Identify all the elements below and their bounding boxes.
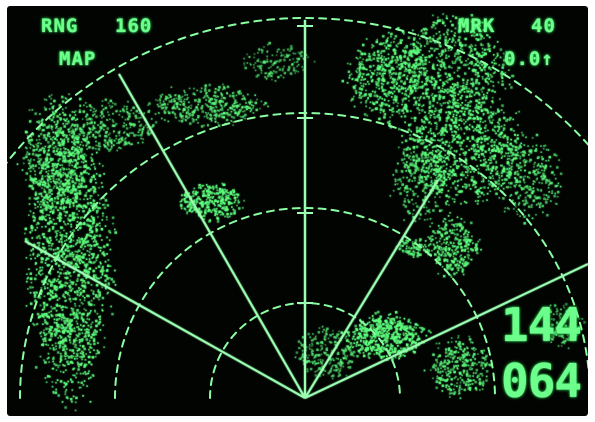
range-label: RNG xyxy=(41,15,79,37)
tilt-readout: 0.0↑ xyxy=(504,48,554,70)
weather-returns xyxy=(16,13,586,412)
range-value: 160 xyxy=(115,15,153,37)
far-left-bearing-line xyxy=(24,240,306,399)
marker-value: 40 xyxy=(531,15,556,37)
far-right-bearing-line xyxy=(304,263,588,399)
marker-label: MRK xyxy=(458,15,496,37)
distance-readout: 064 xyxy=(501,354,582,408)
heading-readout: 144 xyxy=(501,298,582,352)
right-bearing-line xyxy=(304,179,439,399)
left-bearing-line xyxy=(118,73,306,399)
mode-label: MAP xyxy=(59,48,97,70)
bearing-lines xyxy=(24,20,588,399)
radar-screen: RNG 160 MAP MRK 40 0.0↑ 144 064 xyxy=(7,6,588,416)
center-line-ticks xyxy=(297,25,313,304)
radar-sweep-display xyxy=(7,13,588,412)
